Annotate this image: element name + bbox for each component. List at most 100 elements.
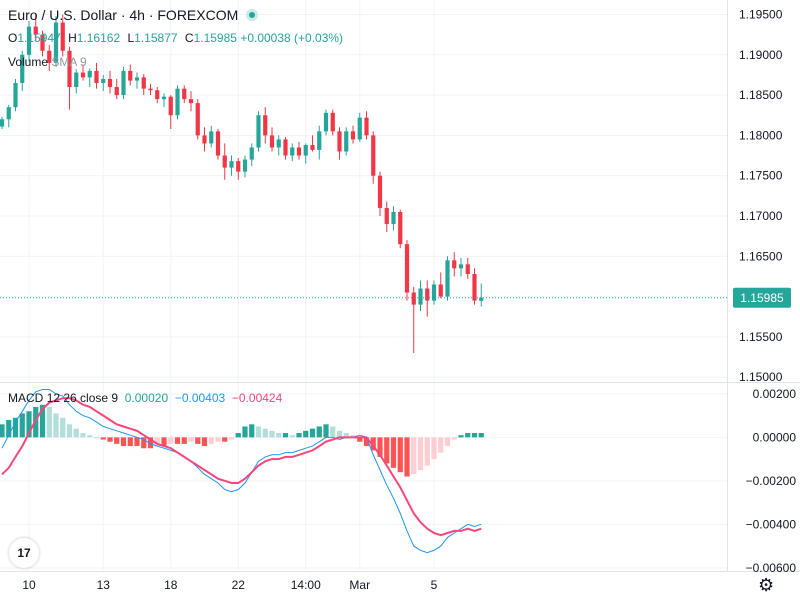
candle-body <box>236 161 241 172</box>
candle-body <box>303 145 308 156</box>
candle-body <box>222 155 227 168</box>
candle-body <box>20 54 25 84</box>
macd-axis-tick: −0.00400 <box>746 517 797 531</box>
candle-body <box>276 139 281 148</box>
macd-histogram-bar <box>188 437 194 442</box>
macd-histogram-bar <box>404 437 410 477</box>
candle-body <box>202 135 207 144</box>
macd-histogram-bar <box>343 433 349 438</box>
candle <box>317 125 322 160</box>
candle-body <box>188 99 194 104</box>
low-label: L <box>127 31 135 45</box>
candle-body <box>121 70 126 96</box>
macd-histogram-bar <box>46 406 52 438</box>
candle <box>134 72 140 89</box>
candle <box>33 14 38 41</box>
macd-axis-tick: 0.00000 <box>753 430 797 444</box>
candle-body <box>364 117 369 136</box>
macd-histogram-bar <box>309 428 316 438</box>
volume-label: Volume <box>8 55 49 69</box>
candle-body <box>458 264 464 269</box>
candle-body <box>398 211 403 245</box>
macd-histogram-bar <box>66 424 73 438</box>
macd-hist-value: 0.00020 <box>124 391 169 405</box>
macd-histogram-bar <box>154 437 160 447</box>
price-axis-tick: 1.18000 <box>739 128 783 142</box>
symbol-title: Euro / U.S. Dollar · 4h · FOREXCOM <box>8 7 239 23</box>
macd-histogram-bar <box>411 437 417 475</box>
grid-lines <box>0 0 727 570</box>
candle <box>13 78 18 112</box>
candle <box>418 280 423 312</box>
candle-body <box>263 115 268 136</box>
macd-histogram-bar <box>390 437 397 468</box>
price-axis-tick: 1.15500 <box>739 330 783 344</box>
price-overlay: 1.15985 <box>0 287 791 308</box>
candle <box>114 78 119 100</box>
candle-body <box>26 26 32 55</box>
macd-histogram-bar <box>228 437 235 440</box>
macd-histogram-bar <box>255 426 262 438</box>
candle <box>209 125 214 148</box>
candle-body <box>269 135 275 148</box>
candle <box>107 70 113 94</box>
macd-histogram-bar <box>471 433 478 438</box>
macd-histogram-bar <box>53 413 59 438</box>
candle-body <box>391 211 396 225</box>
tradingview-logo-icon[interactable]: 17 <box>9 538 39 568</box>
high-value: 1.16162 <box>76 31 121 45</box>
candle-body <box>13 83 18 108</box>
candle <box>371 131 376 184</box>
candle <box>242 155 248 178</box>
macd-histogram-bar <box>0 424 5 438</box>
open-label: O <box>8 31 18 45</box>
candle <box>290 143 295 162</box>
price-axis-tick: 1.16500 <box>739 249 783 263</box>
macd-label: MACD <box>8 391 44 405</box>
macd-signal-value: −0.00424 <box>231 391 283 405</box>
candle <box>101 74 106 92</box>
macd-histogram-bar <box>222 437 228 442</box>
candle <box>74 69 79 94</box>
gear-icon[interactable]: ⚙ <box>758 575 775 595</box>
candle-body <box>296 147 302 156</box>
macd-histogram-bar <box>107 437 113 442</box>
candle <box>310 135 315 152</box>
candle-body <box>161 96 167 100</box>
close-label: C <box>184 31 194 45</box>
signal-line <box>1 397 482 537</box>
volume-legend[interactable]: Volume SMA 9 <box>8 55 87 69</box>
macd-histogram-bar <box>201 437 208 447</box>
time-axis-tick: 18 <box>164 578 178 592</box>
current-price-label: 1.15985 <box>740 291 784 305</box>
macd-histogram-bar <box>141 437 147 449</box>
time-axis-tick: 22 <box>232 578 246 592</box>
candle <box>472 268 477 305</box>
candle-body <box>60 22 65 51</box>
time-axis-tick: 14:00 <box>291 578 321 592</box>
candle <box>215 128 221 160</box>
candle <box>337 127 342 160</box>
macd-legend[interactable]: MACD 12 26 close 9 0.00020 −0.00403 −0.0… <box>8 391 282 405</box>
candle-body <box>317 131 322 150</box>
macd-axis-tick: 0.00200 <box>753 387 797 401</box>
candle-body <box>80 72 86 78</box>
candle <box>452 252 457 277</box>
candle <box>47 45 52 71</box>
volume-sma-label: SMA 9 <box>51 55 87 69</box>
market-status-icon <box>246 9 259 21</box>
candle-body <box>141 77 146 89</box>
macd-histogram-bar <box>438 437 444 453</box>
macd-line-value: −0.00403 <box>174 391 226 405</box>
macd-histogram-bar <box>303 430 309 438</box>
macd-histogram-bar <box>363 437 370 447</box>
time-axis-tick: 13 <box>97 578 111 592</box>
macd-axis-tick: −0.00200 <box>746 474 797 488</box>
candle <box>128 64 133 86</box>
ohlc-legend: O1.15947 H1.16162 L1.15877 C1.15985 +0.0… <box>8 31 343 45</box>
candle-body <box>249 147 254 160</box>
candle-body <box>425 288 430 301</box>
macd-histogram-bar <box>161 437 167 447</box>
candle <box>364 111 369 140</box>
